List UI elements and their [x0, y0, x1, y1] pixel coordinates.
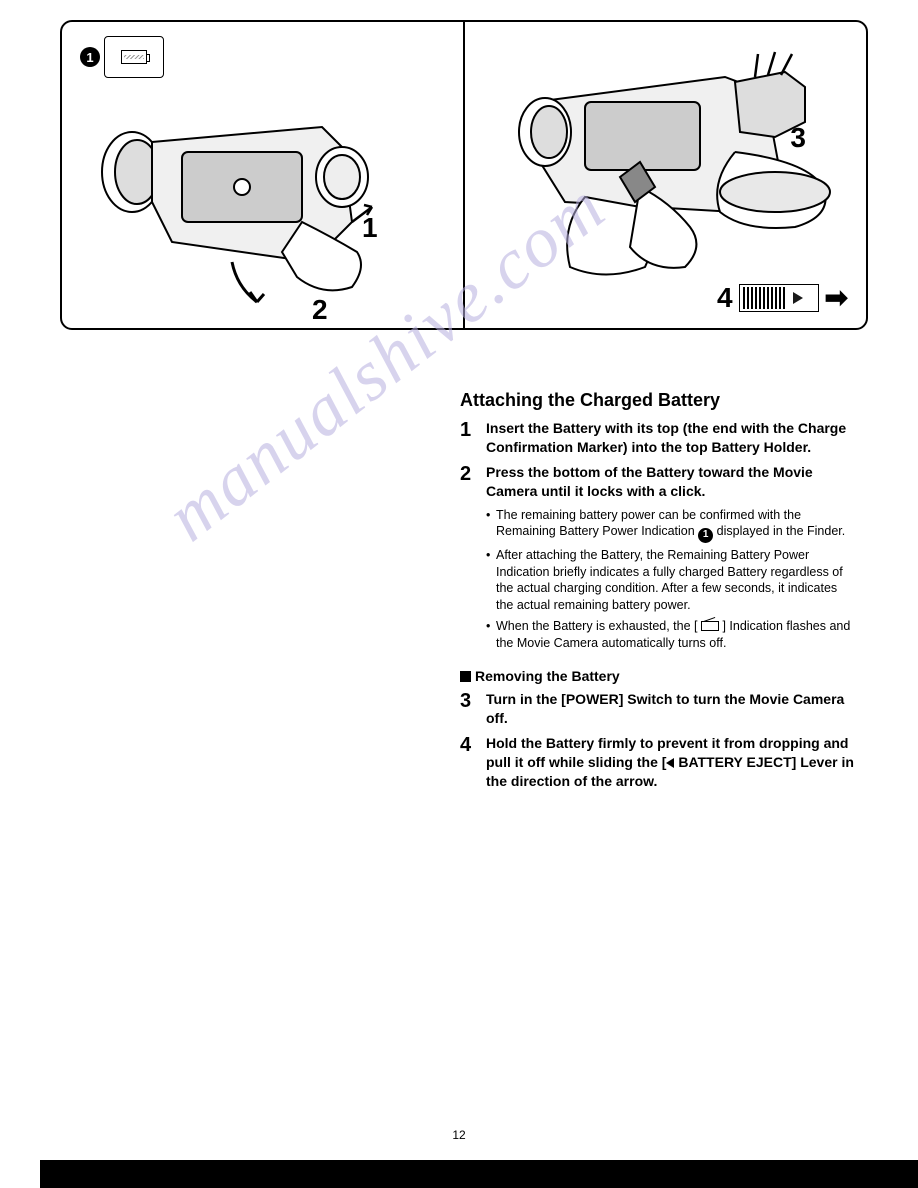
step-number: 1 [460, 419, 486, 457]
step-label-4: 4 [717, 282, 733, 314]
step-number: 4 [460, 734, 486, 791]
battery-empty-icon [701, 621, 719, 631]
bullet-item: The remaining battery power can be confi… [486, 507, 858, 543]
step-number: 2 [460, 463, 486, 501]
section-title-attach: Attaching the Charged Battery [460, 390, 858, 411]
step-row: 3 Turn in the [POWER] Switch to turn the… [460, 690, 858, 728]
viewfinder-callout: 1 [80, 36, 164, 78]
step-row: 4 Hold the Battery firmly to prevent it … [460, 734, 858, 791]
camera-sketch-left [82, 92, 422, 312]
bottom-bar [40, 1160, 918, 1188]
illustration-left: 1 [62, 22, 463, 328]
illustration-right: 3 4 ➡ [465, 22, 866, 328]
arrow-right-icon: ➡ [825, 281, 848, 314]
bullet-text: When the Battery is exhausted, the [ [496, 619, 701, 633]
bullet-item: After attaching the Battery, the Remaini… [486, 547, 858, 615]
step-label-1: 1 [362, 212, 378, 244]
bullet-list: The remaining battery power can be confi… [486, 507, 858, 652]
eject-switch-indicator-icon [793, 292, 803, 304]
step-text: Turn in the [POWER] Switch to turn the M… [486, 690, 858, 728]
step-text: Hold the Battery firmly to prevent it fr… [486, 734, 858, 791]
content-column: Attaching the Charged Battery 1 Insert t… [460, 390, 868, 790]
eject-switch-body [739, 284, 819, 312]
square-bullet-icon [460, 671, 471, 682]
step-label-3: 3 [790, 122, 806, 154]
subheading-remove: Removing the Battery [460, 668, 858, 684]
viewfinder-frame [104, 36, 164, 78]
bullet-item: When the Battery is exhausted, the [ ] I… [486, 618, 858, 652]
eject-switch-grip [743, 287, 785, 309]
inline-ref-1-icon: 1 [698, 528, 713, 543]
step-number: 3 [460, 690, 486, 728]
bullet-text: After attaching the Battery, the Remaini… [496, 548, 843, 613]
illustration-panel: 1 [60, 20, 868, 330]
step-label-2: 2 [312, 294, 328, 326]
bullet-text: displayed in the Finder. [713, 524, 845, 538]
camera-sketch-right [475, 42, 845, 282]
page-number: 12 [0, 1128, 918, 1142]
battery-indicator-icon [121, 50, 147, 64]
step-row: 1 Insert the Battery with its top (the e… [460, 419, 858, 457]
step-text: Press the bottom of the Battery toward t… [486, 463, 858, 501]
eject-switch-diagram: 4 ➡ [717, 281, 848, 314]
step-text: Insert the Battery with its top (the end… [486, 419, 858, 457]
callout-number-1: 1 [80, 47, 100, 67]
step-row: 2 Press the bottom of the Battery toward… [460, 463, 858, 501]
subheading-text: Removing the Battery [475, 668, 620, 684]
